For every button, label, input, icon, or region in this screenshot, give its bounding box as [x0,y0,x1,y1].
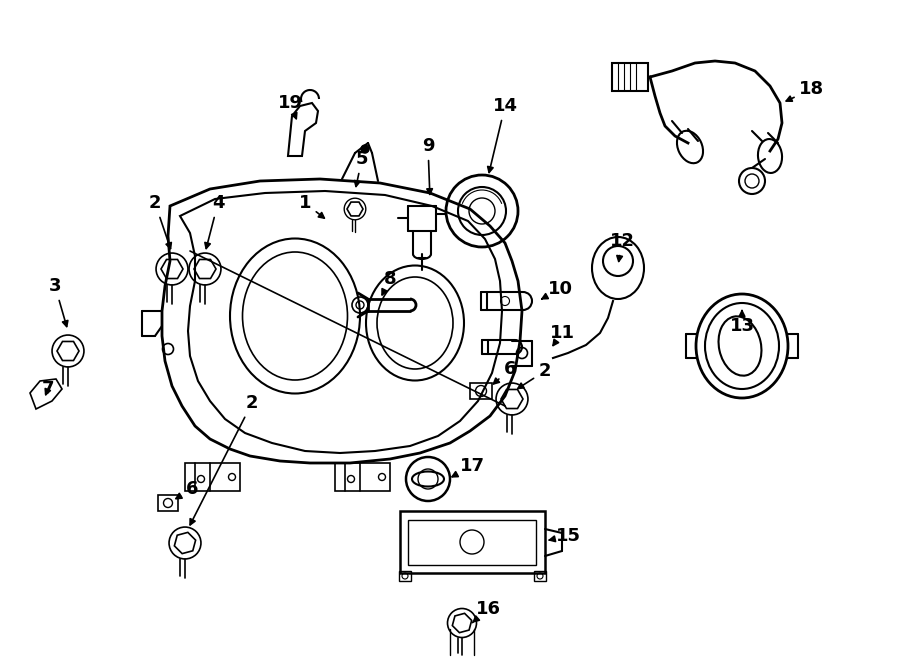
Text: 1: 1 [299,194,324,218]
Bar [408,520,536,565]
Text: 5: 5 [355,150,368,186]
Bar [335,463,390,491]
Text: 7: 7 [41,380,54,398]
Bar [399,571,411,581]
Bar [158,495,178,511]
Text: 9: 9 [422,137,434,194]
Text: 12: 12 [609,232,634,261]
Text: 18: 18 [787,80,824,101]
Text: 19: 19 [277,94,302,119]
Text: 3: 3 [49,277,68,327]
Text: 17: 17 [452,457,484,477]
Circle shape [361,145,369,153]
Text: 14: 14 [488,97,517,173]
Text: 10: 10 [542,280,572,299]
Text: 6: 6 [176,480,198,498]
Text: 11: 11 [550,324,574,346]
Text: 2: 2 [190,394,258,525]
Text: 16: 16 [472,600,500,623]
Text: 8: 8 [382,270,396,295]
Bar [534,571,546,581]
Text: 2: 2 [148,194,171,249]
Bar [470,383,492,399]
Bar [185,463,240,491]
Text: 6: 6 [493,360,517,384]
Bar [612,63,648,91]
Bar [400,511,545,573]
Text: 15: 15 [549,527,580,545]
Text: 2: 2 [518,362,551,389]
Text: 13: 13 [730,311,754,335]
Text: 4: 4 [205,194,224,249]
